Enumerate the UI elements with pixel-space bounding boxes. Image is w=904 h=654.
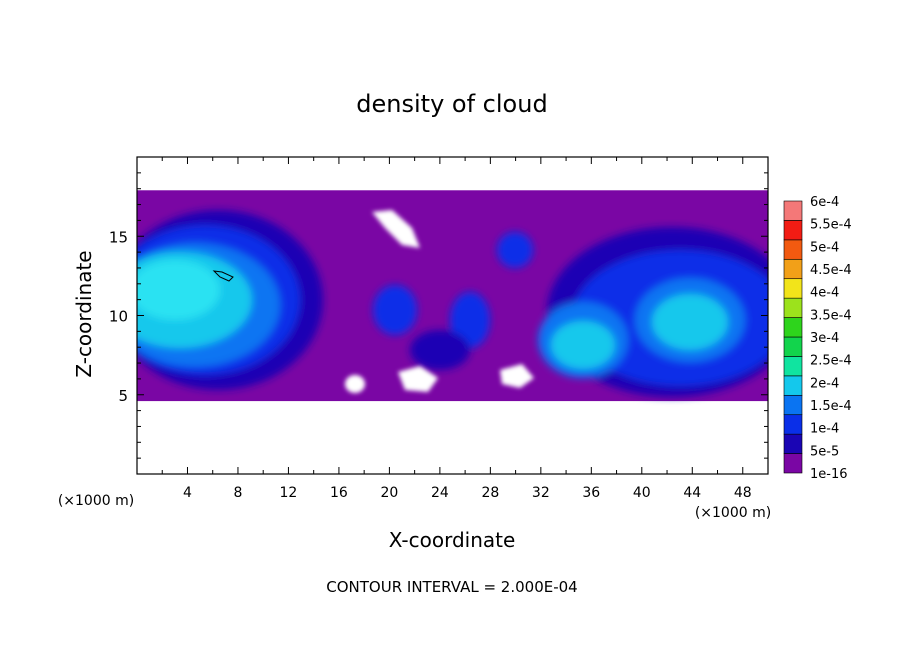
colorbar-swatch [783,336,803,357]
center-cell-d [410,330,470,370]
colorbar-label: 5e-5 [810,444,839,459]
right-cloud-cell-2-core [652,294,728,350]
colorbar-label: 3.5e-4 [810,308,852,323]
x-tick-label: 4 [183,485,192,501]
colorbar-label: 1e-4 [810,422,839,437]
colorbar-label: 3e-4 [810,331,839,346]
colorbar-label: 2.5e-4 [810,354,852,369]
x-tick-label: 20 [380,485,398,501]
density-blobs [137,210,768,397]
colorbar-label: 1.5e-4 [810,399,852,414]
colorbar-swatch [783,356,803,377]
contour-line [212,270,234,282]
x-axis-label: X-coordinate [389,528,516,552]
x-tick-label: 24 [431,485,449,501]
contour-interval-note: CONTOUR INTERVAL = 2.000E-04 [326,578,577,596]
colorbar-swatch [783,297,803,318]
colorbar-label: 2e-4 [810,376,839,391]
colorbar-label: 4.5e-4 [810,263,852,278]
x-tick-label: 36 [582,485,600,501]
y-tick-label: 15 [109,228,128,246]
colorbar-label: 5e-4 [810,240,839,255]
x-tick-label: 48 [734,485,752,501]
colorbar-swatch [783,394,803,416]
colorbar-label: 4e-4 [810,286,839,301]
colorbar-swatch [783,220,803,241]
y-tick-label: 10 [109,308,128,326]
x-tick-label: 28 [481,485,499,501]
left-cloud-core [137,260,220,320]
colorbar-swatch [783,453,803,474]
center-cell-c [497,232,533,268]
x-tick-label: 44 [683,485,701,501]
lower-gap-c [345,375,365,393]
x-tick-label: 8 [233,485,242,501]
colorbar-swatch [783,200,803,221]
colorbar-swatch [783,414,803,435]
upper-gap [372,210,420,248]
x-tick-label: 32 [532,485,550,501]
clear-air-gaps [345,210,534,393]
right-cloud-cell-1-core [551,321,615,369]
y-tick-label: 5 [118,387,128,405]
center-cell-a [373,285,417,335]
colorbar-swatch [783,239,803,260]
lower-gap-a [398,366,438,392]
colorbar-legend: 1e-16 5e-5 1e-4 1.5e-4 2e-4 2.5e-4 3e-4 3.5e-4 4… [783,195,852,482]
density-field [137,190,768,402]
colorbar-label: 6e-4 [810,195,839,210]
colorbar-swatch [783,278,803,299]
x-tick-label: 40 [633,485,651,501]
colorbar-swatch [783,317,803,338]
chart-title: density of cloud [356,90,547,118]
colorbar-label: 5.5e-4 [810,218,852,233]
y-axis: 5 10 15 [109,172,768,459]
x-tick-label: 16 [330,485,348,501]
center-cell-b [450,292,490,348]
colorbar-swatch [783,433,803,454]
colorbar-swatch [783,258,803,280]
lower-gap-b [500,364,534,388]
x-axis: 4 8 12 16 20 24 28 32 36 40 44 48 [161,157,752,501]
colorbar-label: 1e-16 [810,467,848,482]
y-axis-label: Z-coordinate [72,250,96,377]
z-unit-label: (×1000 m) [58,493,134,509]
x-unit-label: (×1000 m) [695,505,771,521]
colorbar-swatch [783,375,803,396]
x-tick-label: 12 [280,485,298,501]
